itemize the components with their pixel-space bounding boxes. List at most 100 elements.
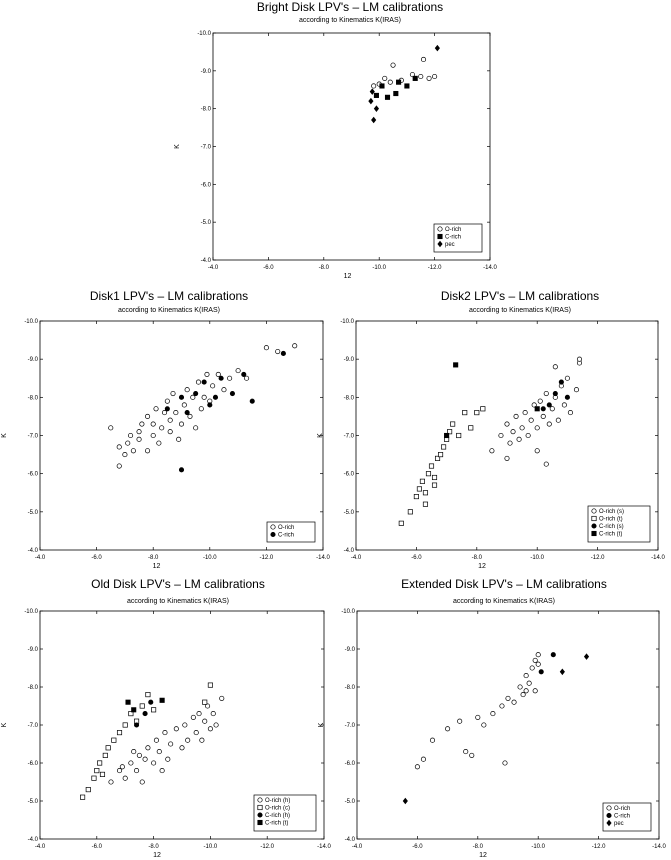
series-c-rich-t — [125, 697, 165, 713]
data-point — [122, 452, 128, 458]
data-point — [552, 364, 558, 370]
data-point — [190, 714, 196, 720]
data-point — [504, 421, 510, 427]
y-tick-label: -8.0 — [28, 685, 39, 691]
x-tick-label: -12.0 — [592, 844, 606, 850]
x-tick-label: -10.0 — [203, 555, 217, 561]
data-point — [413, 494, 419, 500]
data-point — [428, 463, 435, 469]
x-tick-label: -14.0 — [651, 555, 665, 561]
x-tick-label: -12.0 — [260, 555, 274, 561]
data-point — [431, 474, 438, 481]
data-point — [453, 362, 459, 368]
data-point — [498, 432, 504, 439]
x-tick-label: -12.0 — [260, 844, 274, 850]
data-point — [576, 356, 583, 362]
data-point — [136, 752, 142, 758]
data-point — [108, 779, 114, 785]
data-point — [145, 692, 151, 698]
x-axis-label: 12 — [153, 563, 161, 570]
data-point — [502, 760, 508, 766]
data-point — [396, 79, 402, 85]
data-point — [153, 737, 159, 743]
data-point — [207, 726, 213, 732]
data-point — [229, 390, 235, 397]
data-point — [167, 429, 173, 435]
series-o-rich-c — [80, 682, 213, 800]
x-tick-label: -10.0 — [530, 555, 544, 561]
data-point — [94, 768, 100, 774]
data-point — [142, 756, 148, 762]
data-point — [550, 652, 556, 658]
data-point — [116, 463, 122, 469]
data-point — [182, 722, 188, 728]
data-point — [469, 752, 475, 758]
x-tick-label: -8.0 — [148, 844, 159, 850]
data-point — [122, 775, 128, 781]
x-tick-label: -14.0 — [317, 844, 331, 850]
data-point — [275, 348, 281, 355]
x-tick-label: -6.0 — [411, 555, 422, 561]
plot-area: -4.0 -6.0 -8.0 -10.0 -12.0 -14.0 -4.0 -5.0 -6.0 -… — [1, 609, 331, 859]
data-point — [134, 768, 140, 774]
y-tick-label: -10.0 — [197, 31, 211, 37]
data-point — [201, 379, 207, 385]
y-tick-label: -8.0 — [344, 395, 355, 401]
legend-marker — [257, 812, 263, 818]
x-tick-label: -4.0 — [35, 555, 46, 561]
legend-marker — [591, 515, 597, 522]
plot-frame — [39, 320, 324, 551]
data-point — [156, 440, 162, 446]
data-point — [139, 421, 145, 427]
y-axis-label: K — [1, 433, 8, 438]
data-point — [412, 75, 418, 81]
legend-box — [587, 505, 651, 543]
data-point — [420, 56, 427, 63]
plot-area: -4.0 -6.0 -8.0 -10.0 -12.0 -14.0 -4.0 -5.0 -6.0 -… — [174, 31, 497, 280]
data-point — [420, 756, 426, 762]
series-c-rich — [373, 75, 418, 100]
y-tick-label: -5.0 — [201, 220, 212, 226]
x-tick-label: -6.0 — [91, 555, 102, 561]
data-point — [207, 682, 213, 688]
legend-label: O-rich — [614, 806, 630, 812]
chart-subtitle: according to Kinematics K(IRAS) — [469, 307, 571, 314]
chart-subtitle: according to Kinematics K(IRAS) — [127, 598, 229, 605]
data-point — [97, 760, 103, 766]
data-point — [507, 440, 513, 446]
data-point — [457, 718, 463, 724]
data-point — [91, 775, 97, 781]
x-tick-label: -14.0 — [652, 844, 666, 850]
x-tick-label: -6.0 — [412, 844, 423, 850]
data-point — [384, 94, 391, 100]
data-point — [159, 425, 165, 431]
data-point — [438, 452, 444, 458]
chart-title: Old Disk LPV's – LM calibrations — [91, 577, 265, 591]
data-point — [534, 406, 540, 412]
x-axis-label: 12 — [479, 852, 487, 859]
data-point — [489, 448, 495, 454]
data-point — [535, 661, 541, 667]
chart-title: Disk2 LPV's – LM calibrations — [440, 289, 600, 303]
data-point — [164, 398, 170, 404]
data-point — [564, 394, 570, 400]
data-point — [151, 707, 157, 713]
data-point — [102, 752, 108, 758]
x-tick-label: -4.0 — [351, 555, 362, 561]
data-point — [511, 699, 517, 705]
data-point — [198, 406, 204, 412]
data-point — [159, 768, 165, 774]
data-point — [422, 490, 429, 496]
data-point — [552, 390, 558, 397]
x-tick-label: -8.0 — [148, 555, 159, 561]
x-axis-label: 12 — [344, 273, 352, 280]
data-point — [468, 425, 474, 431]
data-point — [534, 448, 540, 454]
legend-marker — [437, 240, 443, 248]
data-point — [531, 402, 537, 408]
data-point — [409, 72, 415, 78]
data-point — [499, 703, 505, 709]
legend-marker — [606, 819, 612, 827]
data-point — [422, 501, 429, 507]
x-tick-label: -4.0 — [208, 265, 219, 271]
